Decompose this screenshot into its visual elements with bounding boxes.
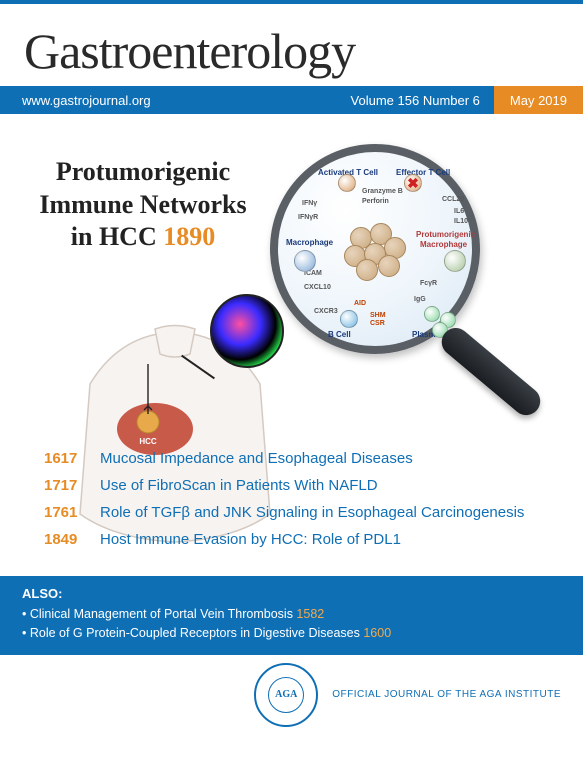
magnifier-lens: Activated T CellEffector T CellGranzyme … [270, 144, 480, 354]
also-item: • Role of G Protein-Coupled Receptors in… [22, 624, 561, 643]
article-row: 1849 Host Immune Evasion by HCC: Role of … [44, 531, 563, 548]
article-page-number: 1849 [44, 531, 86, 548]
cover-main-area: Protumorigenic Immune Networks in HCC 18… [0, 114, 583, 576]
also-section: ALSO: • Clinical Management of Portal Ve… [0, 576, 583, 655]
diagram-label: Granzyme B [362, 188, 403, 195]
feature-line3: in HCC 1890 [28, 221, 258, 254]
diagram-label: AID [354, 300, 366, 307]
diagram-label: IL10 [454, 218, 468, 225]
also-page-number: 1582 [296, 607, 324, 621]
feature-line1: Protumorigenic [28, 156, 258, 189]
diagram-cell-b-cell [340, 310, 358, 328]
diagram-label: IFNγ [302, 200, 317, 207]
diagram-label: IFNγR [298, 214, 318, 221]
volume-issue: Volume 156 Number 6 [337, 86, 494, 114]
diagram-cell-t-cell-blocked: ✖ [404, 174, 422, 192]
article-page-number: 1617 [44, 450, 86, 467]
feature-line3-text: in HCC [71, 222, 157, 251]
article-title: Role of TGFβ and JNK Signaling in Esopha… [100, 504, 524, 521]
diagram-label: CXCR3 [314, 308, 338, 315]
article-row: 1617 Mucosal Impedance and Esophageal Dis… [44, 450, 563, 467]
feature-line2: Immune Networks [28, 189, 258, 222]
article-list: 1617 Mucosal Impedance and Esophageal Dis… [44, 450, 563, 576]
article-row: 1717 Use of FibroScan in Patients With NA… [44, 477, 563, 494]
article-title: Host Immune Evasion by HCC: Role of PDL1 [100, 531, 401, 548]
article-title: Use of FibroScan in Patients With NAFLD [100, 477, 378, 494]
article-page-number: 1717 [44, 477, 86, 494]
magnifier-diagram: Activated T CellEffector T CellGranzyme … [270, 144, 560, 434]
diagram-label: Protumorigenic [416, 230, 475, 239]
diagram-cell-t-cell [338, 174, 356, 192]
diagram-label: CSR [370, 320, 385, 327]
hcc-tumor [137, 411, 159, 433]
hcc-label: HCC [139, 437, 157, 446]
neck [155, 326, 195, 358]
aga-seal: AGA [254, 663, 318, 727]
diagram-label: B Cell [328, 330, 351, 339]
diagram-label: Macrophage [286, 238, 333, 247]
issue-date: May 2019 [494, 86, 583, 114]
journal-url: www.gastrojournal.org [0, 86, 337, 114]
journal-title: Gastroenterology [0, 4, 583, 86]
diagram-label: SHM [370, 312, 386, 319]
feature-article-title: Protumorigenic Immune Networks in HCC 18… [28, 156, 258, 254]
diagram-cell-macrophage [294, 250, 316, 272]
diagram-label: Perforin [362, 198, 389, 205]
diagram-label: Macrophage [420, 240, 467, 249]
also-heading: ALSO: [22, 586, 561, 601]
header-bar: www.gastrojournal.org Volume 156 Number … [0, 86, 583, 114]
seal-monogram: AGA [268, 677, 304, 713]
diagram-cell-plasma-cell [424, 306, 440, 322]
article-row: 1761 Role of TGFβ and JNK Signaling in Es… [44, 504, 563, 521]
tumor-cluster [344, 223, 406, 275]
lens-content: Activated T CellEffector T CellGranzyme … [284, 158, 466, 340]
cover-footer: AGA OFFICIAL JOURNAL OF THE AGA INSTITUT… [0, 655, 583, 735]
diagram-label: IL6 [454, 208, 464, 215]
also-item: • Clinical Management of Portal Vein Thr… [22, 605, 561, 624]
footer-tagline: OFFICIAL JOURNAL OF THE AGA INSTITUTE [332, 689, 561, 700]
also-page-number: 1600 [363, 626, 391, 640]
magnifier-handle [436, 322, 546, 421]
diagram-label: FcγR [420, 280, 437, 287]
diagram-label: CCL20 [442, 196, 464, 203]
feature-page-number: 1890 [163, 222, 215, 251]
article-title: Mucosal Impedance and Esophageal Disease… [100, 450, 413, 467]
diagram-label: CXCL10 [304, 284, 331, 291]
diagram-cell-protumor-macrophage [444, 250, 466, 272]
article-page-number: 1761 [44, 504, 86, 521]
diagram-label: IgG [414, 296, 426, 303]
